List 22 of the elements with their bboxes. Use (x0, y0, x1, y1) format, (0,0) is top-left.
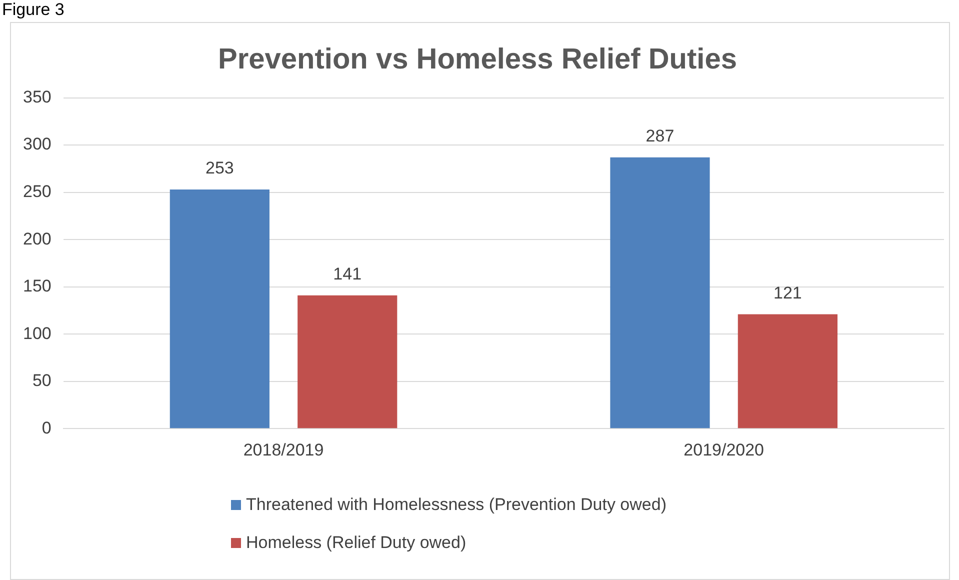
y-tick-label: 100 (22, 324, 52, 343)
y-tick-label: 50 (32, 371, 52, 390)
y-tick-label: 300 (22, 134, 52, 154)
data-label: 287 (646, 126, 674, 146)
chart-title: Prevention vs Homeless Relief Duties (218, 43, 737, 76)
y-tick-label: 150 (22, 276, 52, 296)
bar (170, 189, 270, 428)
y-tick-label: 350 (22, 87, 52, 106)
data-label: 121 (774, 283, 802, 302)
x-tick-label: 2019/2020 (684, 440, 764, 460)
bar (298, 295, 398, 428)
bar (610, 157, 710, 428)
data-label: 253 (205, 158, 234, 178)
legend-label: Homeless (Relief Duty owed) (246, 533, 466, 553)
caption: Figure 3 (2, 0, 64, 20)
x-tick-label: 2018/2019 (243, 440, 324, 460)
y-tick-label: 200 (22, 229, 52, 248)
y-tick-label: 250 (22, 182, 52, 201)
y-tick-label: 0 (42, 418, 52, 438)
data-label: 141 (333, 264, 362, 284)
legend-label: Threatened with Homelessness (Prevention Duty owed) (246, 495, 666, 515)
bar (738, 314, 838, 428)
